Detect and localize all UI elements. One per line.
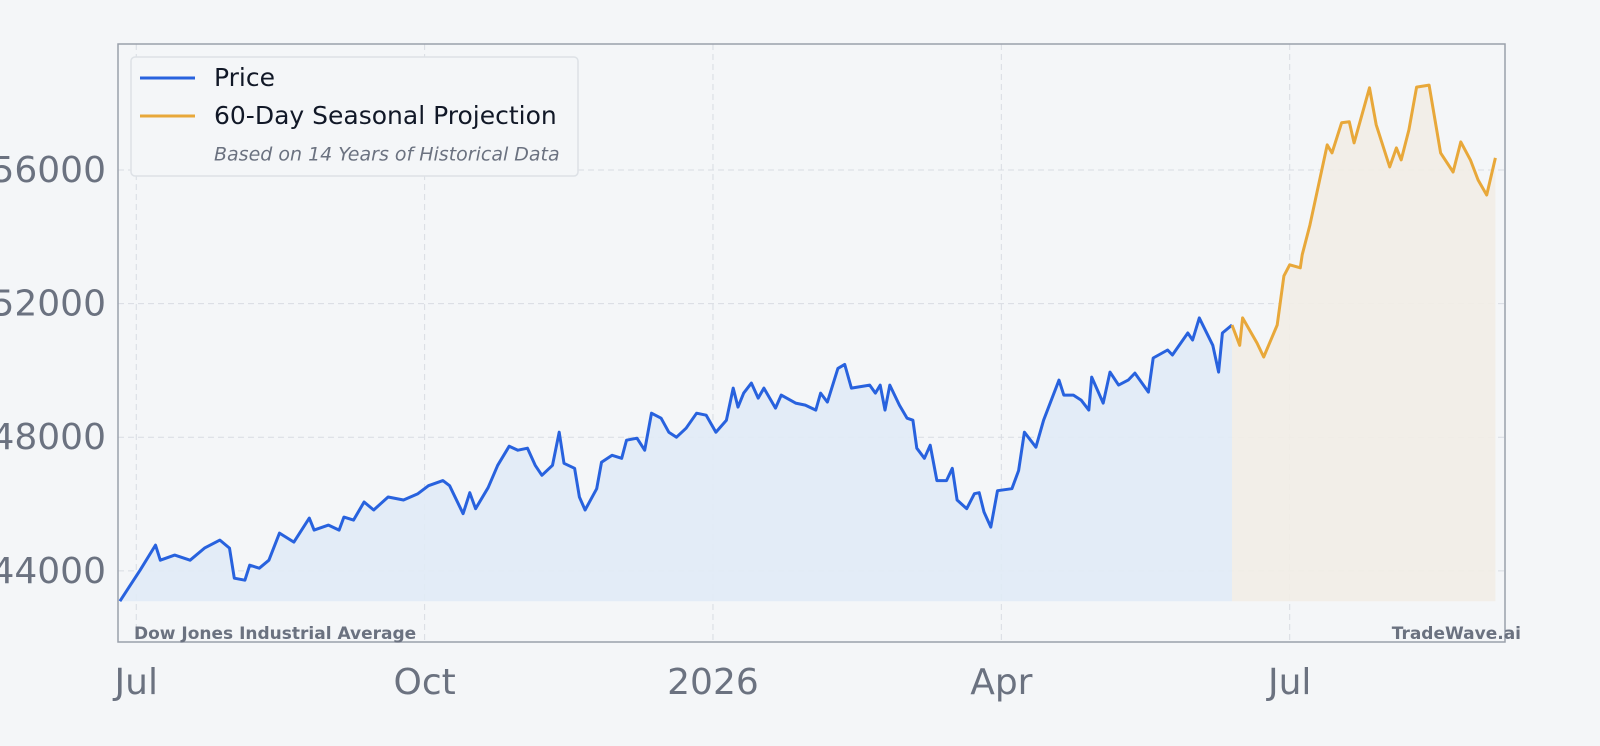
plot-layer (118, 44, 1505, 642)
x-tick-label: 2026 (667, 662, 759, 703)
x-tick-label: Oct (393, 662, 455, 703)
y-tick-label: 48000 (0, 417, 106, 458)
legend-note: Based on 14 Years of Historical Data (214, 144, 560, 166)
plot-frame (117, 43, 1506, 643)
annotation: TradeWave.ai (1392, 624, 1521, 644)
legend-box (130, 56, 579, 177)
line (118, 316, 1233, 603)
y-tick-label: 52000 (0, 284, 106, 325)
x-tick-label: Jul (113, 662, 158, 703)
annotation: Dow Jones Industrial Average (134, 624, 416, 644)
area (119, 317, 1232, 602)
x-tick-label: Jul (1266, 662, 1311, 703)
area (1232, 85, 1496, 602)
legend-label: Price (214, 63, 275, 92)
x-tick-label: Apr (970, 662, 1032, 703)
legend: Price 60-Day Seasonal Projection Based on … (130, 56, 579, 177)
y-tick-label: 56000 (0, 150, 106, 191)
legend-label: 60-Day Seasonal Projection (214, 101, 557, 130)
y-tick-label: 44000 (0, 551, 106, 592)
line (1230, 83, 1497, 359)
